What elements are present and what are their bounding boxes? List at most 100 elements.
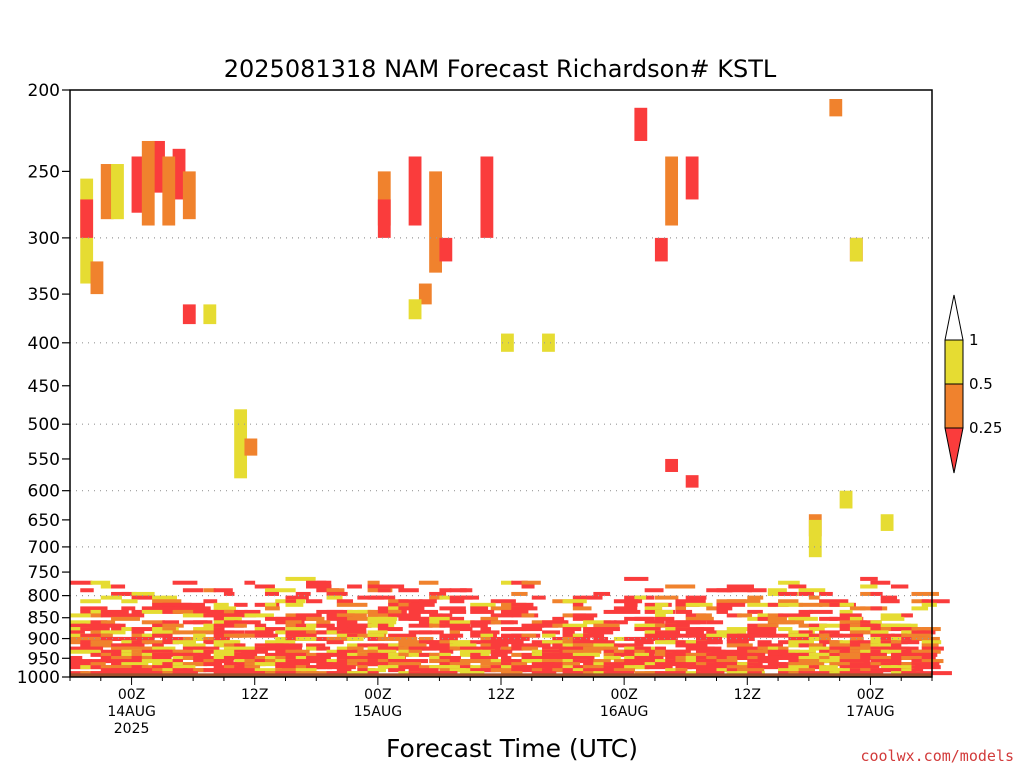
boundary-layer-cell	[501, 649, 513, 654]
boundary-layer-cell	[470, 623, 488, 628]
boundary-layer-cell	[911, 636, 940, 641]
boundary-layer-cell	[326, 627, 354, 632]
legend-label: 0.25	[969, 419, 1002, 437]
boundary-layer-cell	[521, 633, 537, 638]
boundary-layer-cell	[295, 655, 313, 660]
boundary-layer-cell	[367, 633, 385, 638]
boundary-layer-cell	[80, 643, 92, 648]
boundary-layer-cell	[70, 662, 93, 667]
boundary-layer-cell	[654, 671, 680, 676]
data-cell	[90, 261, 104, 295]
boundary-layer-cell	[490, 640, 514, 645]
boundary-layer-cell	[418, 599, 437, 604]
boundary-layer-cell	[223, 609, 238, 614]
boundary-layer-cell	[572, 646, 593, 651]
boundary-layer-cell	[449, 588, 467, 593]
boundary-layer-cell	[901, 668, 915, 673]
boundary-layer-cell	[860, 652, 876, 657]
boundary-layer-cell	[121, 652, 138, 657]
boundary-layer-cell	[665, 584, 696, 589]
boundary-layer-cell	[316, 652, 334, 657]
boundary-layer-cell	[716, 609, 728, 614]
boundary-layer-cell	[100, 649, 129, 654]
data-cell	[377, 199, 391, 238]
boundary-layer-cell	[644, 620, 665, 625]
boundary-layer-cell	[264, 655, 281, 660]
boundary-layer-cell	[418, 646, 449, 651]
boundary-layer-cell	[347, 636, 364, 641]
boundary-layer-cell	[880, 659, 902, 664]
boundary-layer-cell	[695, 627, 715, 632]
boundary-layer-cell	[644, 588, 664, 593]
boundary-layer-cell	[480, 633, 494, 638]
boundary-layer-cell	[439, 613, 453, 618]
boundary-layer-cell	[429, 595, 443, 600]
boundary-layer-cell	[808, 665, 827, 670]
boundary-layer-cell	[644, 633, 659, 638]
boundary-layer-cell	[542, 662, 554, 667]
data-cell	[829, 99, 843, 117]
boundary-layer-cell	[182, 643, 206, 648]
boundary-layer-cell	[490, 668, 514, 673]
boundary-layer-cell	[408, 623, 433, 628]
boundary-layer-cell	[408, 662, 422, 667]
boundary-layer-cell	[182, 613, 207, 618]
boundary-layer-cell	[408, 659, 429, 664]
boundary-layer-cell	[685, 643, 708, 648]
boundary-layer-cell	[819, 659, 835, 664]
boundary-layer-cell	[860, 671, 876, 676]
boundary-layer-cell	[921, 643, 939, 648]
boundary-layer-cell	[808, 609, 833, 614]
boundary-layer-cell	[152, 595, 177, 600]
boundary-layer-cell	[316, 623, 335, 628]
boundary-layer-cell	[808, 662, 825, 667]
boundary-layer-cell	[583, 627, 600, 632]
boundary-layer-cell	[141, 606, 160, 611]
boundary-layer-cell	[172, 630, 197, 635]
boundary-layer-cell	[111, 613, 133, 618]
boundary-layer-cell	[131, 655, 148, 660]
boundary-layer-cell	[870, 659, 890, 664]
boundary-layer-cell	[788, 649, 816, 654]
boundary-layer-cell	[398, 636, 418, 641]
boundary-layer-cell	[593, 627, 620, 632]
boundary-layer-cell	[141, 609, 163, 614]
boundary-layer-cell	[716, 659, 738, 664]
boundary-layer-cell	[367, 671, 379, 676]
boundary-layer-cell	[254, 662, 277, 667]
boundary-layer-cell	[429, 613, 443, 618]
boundary-layer-cell	[613, 609, 641, 614]
boundary-layer-cell	[131, 627, 159, 632]
boundary-layer-cell	[439, 646, 458, 651]
boundary-layer-cell	[131, 595, 155, 600]
boundary-layer-cell	[285, 630, 315, 635]
boundary-layer-cell	[860, 584, 878, 589]
boundary-layer-cell	[839, 633, 864, 638]
boundary-layer-cell	[603, 609, 615, 614]
boundary-layer-cell	[152, 623, 166, 628]
boundary-layer-cell	[152, 668, 172, 673]
data-cell	[234, 409, 248, 479]
boundary-layer-cell	[408, 609, 439, 614]
boundary-layer-cell	[193, 646, 204, 651]
boundary-layer-cell	[747, 649, 772, 654]
x-tick-label: 12Z	[487, 687, 514, 703]
boundary-layer-cell	[501, 655, 512, 660]
boundary-layer-cell	[295, 652, 308, 657]
boundary-layer-cell	[552, 620, 569, 625]
boundary-layer-cell	[254, 627, 270, 632]
boundary-layer-cell	[911, 662, 922, 667]
boundary-layer-cell	[367, 659, 380, 664]
boundary-layer-cell	[839, 620, 867, 625]
boundary-layer-cell	[531, 668, 545, 673]
data-cell	[665, 458, 679, 472]
boundary-layer-cell	[162, 668, 179, 673]
boundary-layer-cell	[808, 623, 828, 628]
boundary-layer-cell	[285, 652, 303, 657]
boundary-layer-cell	[880, 613, 911, 618]
boundary-layer-cell	[613, 636, 630, 641]
boundary-layer-cell	[100, 595, 122, 600]
boundary-layer-cell	[152, 599, 182, 604]
